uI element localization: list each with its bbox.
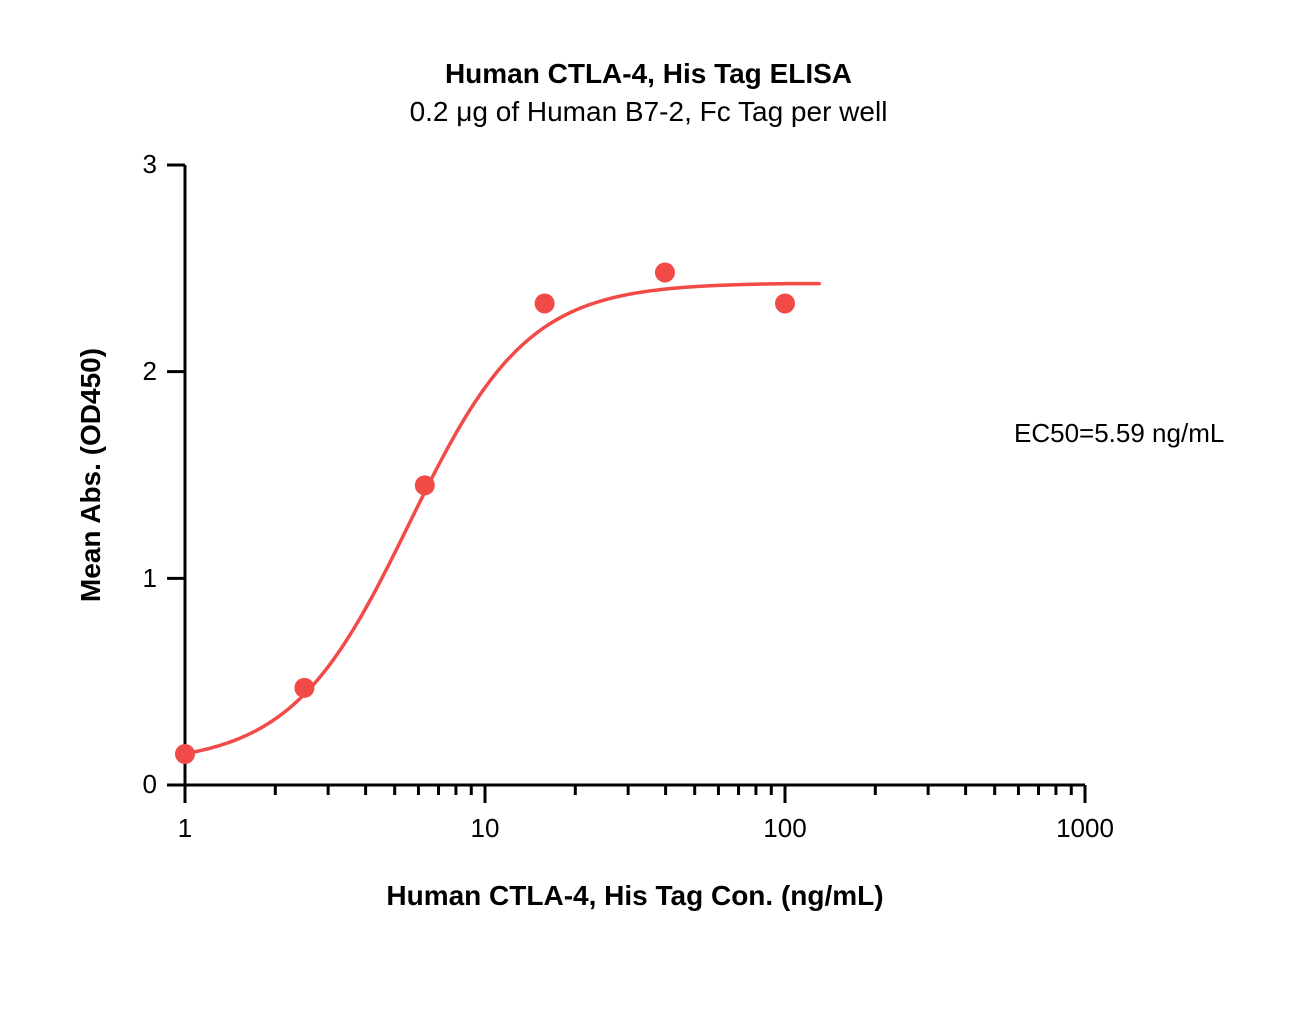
- x-tick-label: 10: [445, 813, 525, 844]
- chart-container: Human CTLA-4, His Tag ELISA 0.2 μg of Hu…: [0, 0, 1297, 1032]
- y-tick-label: 3: [143, 149, 157, 180]
- x-tick-label: 1: [145, 813, 225, 844]
- y-tick-label: 2: [143, 356, 157, 387]
- y-tick-label: 0: [143, 769, 157, 800]
- x-tick-label: 100: [745, 813, 825, 844]
- y-tick-label: 1: [143, 563, 157, 594]
- chart-svg: [0, 0, 1297, 1032]
- x-tick-label: 1000: [1045, 813, 1125, 844]
